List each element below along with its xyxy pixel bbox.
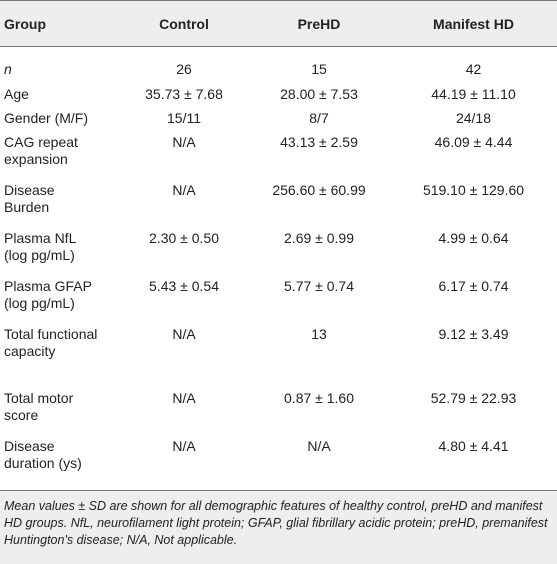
table-row: Plasma GFAP (log pg/mL) 5.43 ± 0.54 5.77 ±… (0, 273, 557, 321)
table-row: Total functional capacity N/A 13 9.12 ± 3.4… (0, 321, 557, 385)
row-label: n (0, 47, 120, 81)
row-label-text: Gender (M/F) (4, 109, 89, 126)
cell: 2.30 ± 0.50 (149, 229, 219, 246)
cell: N/A (172, 181, 196, 198)
cell: N/A (120, 432, 248, 491)
data-table: Group Control PreHD Manifest HD n 26 15 42 Age 3… (0, 0, 557, 491)
footnote: Mean values ± SD are shown for all demog… (0, 491, 557, 564)
row-label-text: Plasma GFAP (log pg/mL) (4, 277, 92, 311)
row-label: CAG repeat expansion (0, 129, 120, 177)
row-label: Plasma GFAP (log pg/mL) (0, 273, 120, 321)
header-cell: Control (120, 0, 248, 47)
header-cell: Manifest HD (390, 0, 557, 47)
row-label-text: n (4, 61, 12, 77)
cell: 44.19 ± 11.10 (431, 85, 516, 102)
row-label: Gender (M/F) (0, 105, 120, 129)
cell: 24/18 (455, 109, 492, 126)
row-label-text: Total motor score (4, 389, 74, 423)
cell: 8/7 (309, 109, 329, 126)
cell: 46.09 ± 4.44 (434, 133, 513, 150)
header-cell: Group (0, 0, 120, 47)
cell: 2.69 ± 0.99 (284, 229, 354, 246)
row-label: Total functional capacity (0, 321, 120, 385)
cell: N/A (172, 389, 196, 406)
table-body: n 26 15 42 Age 35.73 ± 7.68 28.00 ± 7.53 44.19 … (0, 47, 557, 491)
row-label: Disease Burden (0, 177, 120, 225)
cell: 9.12 ± 3.49 (438, 325, 509, 342)
row-label-text: Total functional capacity (4, 325, 98, 359)
row-label: Age (0, 81, 120, 105)
table-row: Disease duration (ys) N/A N/A 4.80 ± 4.41 (0, 432, 557, 491)
table-row: Total motor score N/A 0.87 ± 1.60 52.79 ± 2… (0, 385, 557, 433)
row-label-text: Disease Burden (4, 181, 55, 215)
cell: 5.77 ± 0.74 (284, 277, 354, 294)
row-label-text: CAG repeat expansion (4, 133, 78, 167)
cell: 42 (465, 61, 482, 77)
cell: 6.17 ± 0.74 (438, 277, 509, 294)
table-row: Age 35.73 ± 7.68 28.00 ± 7.53 44.19 ± 11.10 (0, 81, 557, 105)
cell: 0.87 ± 1.60 (284, 389, 354, 406)
cell: 256.60 ± 60.99 (272, 181, 366, 198)
cell: 15 (311, 61, 327, 77)
table-row: CAG repeat expansion N/A 43.13 ± 2.59 46.09… (0, 129, 557, 177)
cell: 43.13 ± 2.59 (280, 133, 358, 150)
row-label-text: Disease duration (ys) (4, 437, 82, 471)
row-label: Total motor score (0, 385, 120, 433)
header-cell: PreHD (248, 0, 390, 47)
cell: 4.99 ± 0.64 (438, 229, 509, 246)
table-row: Gender (M/F) 15/11 8/7 24/18 (0, 105, 557, 129)
cell: 4.80 ± 4.41 (390, 432, 557, 491)
cell: 26 (176, 61, 192, 77)
cell: 35.73 ± 7.68 (145, 85, 223, 102)
header-row: Group Control PreHD Manifest HD (0, 0, 557, 47)
row-label: Plasma NfL (log pg/mL) (0, 225, 120, 273)
row-label-text: Plasma NfL (log pg/mL) (4, 229, 76, 263)
cell: N/A (172, 325, 196, 342)
cell: 5.43 ± 0.54 (149, 277, 219, 294)
table-row: Plasma NfL (log pg/mL) 2.30 ± 0.50 2.69 ± … (0, 225, 557, 273)
cell: 52.79 ± 22.93 (430, 389, 517, 406)
row-label-text: Age (4, 85, 29, 102)
table-row: Disease Burden N/A 256.60 ± 60.99 519.10 ± … (0, 177, 557, 225)
table-row: n 26 15 42 (0, 47, 557, 81)
cell: 519.10 ± 129.60 (422, 181, 525, 198)
cell: N/A (172, 133, 196, 150)
cell: 13 (311, 325, 327, 342)
row-label: Disease duration (ys) (0, 432, 120, 491)
cell: 15/11 (167, 109, 201, 126)
cell: N/A (248, 432, 390, 491)
cell: 28.00 ± 7.53 (280, 85, 358, 102)
